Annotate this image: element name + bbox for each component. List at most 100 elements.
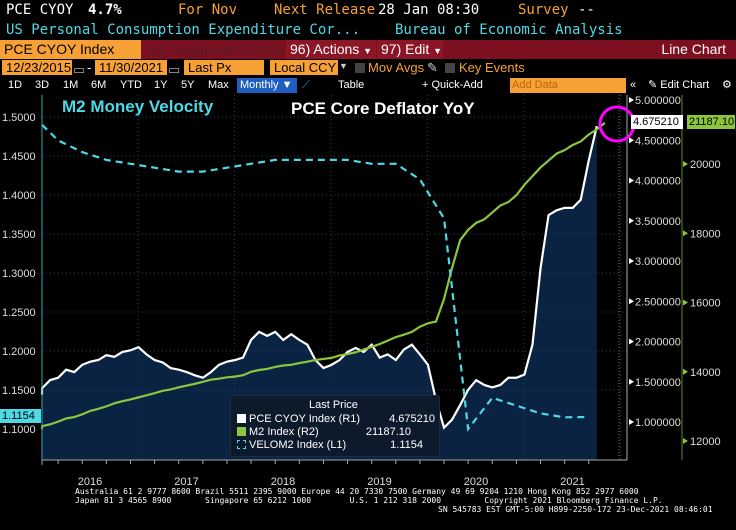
next-release-label: Next Release	[274, 2, 376, 18]
calendar-icon[interactable]: ▭	[73, 62, 86, 77]
r2-tick-label: 12000	[690, 436, 721, 448]
x-tick-label: 2021	[560, 476, 584, 488]
velocity-annotation: M2 Money Velocity	[62, 97, 214, 116]
x-tick-label: 2020	[464, 476, 488, 488]
period-6m[interactable]: 6M	[91, 79, 107, 91]
calendar-icon[interactable]: ▭	[168, 62, 181, 77]
tick-marker	[629, 298, 634, 305]
velocity-last-label: 1.1154	[0, 409, 41, 423]
l1-tick-label: 1.4500	[2, 151, 36, 163]
r1-tick-label: 4.000000	[635, 176, 681, 188]
tick-marker	[683, 161, 688, 167]
key-events-checkbox[interactable]	[445, 63, 455, 73]
tick-marker	[629, 419, 634, 425]
r1-tick-label: 4.500000	[635, 135, 681, 147]
caret-down-icon: ▼	[433, 46, 443, 56]
legend-label: VELOM2 Index (L1)	[249, 439, 347, 451]
end-date-field[interactable]: 11/30/2021	[95, 60, 167, 75]
frequency-select[interactable]: Monthly ▼	[237, 78, 297, 93]
legend-label: M2 Index (R2)	[249, 426, 319, 438]
tick-marker	[629, 378, 634, 385]
period-1m[interactable]: 1M	[63, 79, 79, 91]
table-button[interactable]: Table	[338, 79, 365, 91]
start-date-field[interactable]: 12/23/2015	[2, 60, 72, 75]
actions-button[interactable]: 96) Actions ▼	[286, 40, 376, 59]
r2-tick-label: 14000	[690, 367, 721, 379]
survey-value: --	[578, 2, 595, 18]
last-value: 4.7%	[88, 2, 122, 18]
period-5y[interactable]: 5Y	[181, 79, 195, 91]
collapse-icon[interactable]: «	[630, 79, 637, 91]
legend-value: 1.1154	[390, 439, 423, 451]
price-field-select[interactable]: Last Px	[184, 60, 264, 75]
velocity-line	[41, 124, 589, 432]
r1-tick-label: 2.500000	[635, 296, 681, 308]
line-chart-icon[interactable]: ⟋	[302, 79, 310, 91]
tick-marker	[629, 217, 634, 224]
period-max[interactable]: Max	[208, 79, 229, 91]
period-ytd[interactable]: YTD	[120, 79, 142, 91]
quick-add-button[interactable]: + Quick-Add	[422, 79, 483, 91]
next-release-value: 28 Jan 08:30	[378, 2, 480, 18]
r1-tick-label: 3.500000	[635, 216, 681, 228]
l1-tick-label: 1.2500	[2, 307, 36, 319]
mov-avgs-checkbox[interactable]	[355, 63, 365, 73]
tick-marker	[683, 438, 688, 444]
currency-select[interactable]: Local CCY	[270, 60, 338, 75]
footer-contacts-2: Japan 81 3 4565 8900 Singapore 65 6212 1…	[75, 496, 663, 505]
x-tick-label: 2017	[174, 476, 198, 488]
edit-chart-label: Edit Chart	[660, 79, 710, 91]
frequency-label: Monthly	[240, 79, 279, 91]
footer-timestamp: SN 545783 EST GMT-5:00 H899-2250-172 23-…	[438, 505, 713, 514]
edit-button[interactable]: 97) Edit ▼	[377, 40, 443, 59]
tick-marker	[629, 258, 634, 264]
r1-tick-label: 3.000000	[635, 256, 681, 268]
date-separator: -	[87, 60, 92, 75]
legend: Last Price PCE CYOY Index (R1) 4.675210 M…	[230, 395, 440, 457]
r2-tick-label: 20000	[690, 159, 721, 171]
security-field[interactable]: PCE CYOY Index	[0, 40, 141, 59]
footer-contacts: Australia 61 2 9777 8600 Brazil 5511 239…	[75, 487, 639, 496]
x-tick-label: 2018	[271, 476, 295, 488]
edit-chart-button[interactable]: ✎ Edit Chart	[648, 79, 710, 91]
period-1y[interactable]: 1Y	[154, 79, 168, 91]
legend-swatch	[237, 414, 246, 423]
l1-tick-label: 1.3500	[2, 229, 36, 241]
period-label: For Nov	[178, 2, 238, 18]
period-bar: 1D 3D 1M 6M YTD 1Y 5Y Max Monthly ▼ ⟋ Ta…	[0, 77, 736, 94]
key-events-label: Key Events	[459, 60, 525, 75]
legend-item-pce: PCE CYOY Index (R1) 4.675210	[237, 413, 435, 426]
caret-down-icon[interactable]: ▼	[339, 61, 348, 71]
r2-tick-label: 16000	[690, 298, 721, 310]
r1-tick-label: 5.000000	[635, 95, 681, 107]
l1-tick-label: 1.5000	[2, 112, 36, 124]
legend-item-m2: M2 Index (R2) 21187.10	[237, 426, 411, 439]
r2-tick-label: 18000	[690, 228, 721, 240]
l1-tick-label: 1.2000	[2, 346, 36, 358]
x-tick-label: 2016	[78, 476, 102, 488]
r1-tick-label: 2.000000	[635, 337, 681, 349]
legend-item-velocity: VELOM2 Index (L1) 1.1154	[237, 439, 423, 452]
legend-value: 4.675210	[389, 413, 435, 425]
chart-type-label[interactable]: Line Chart	[661, 41, 726, 57]
ticker: PCE CYOY	[6, 2, 74, 18]
l1-tick-label: 1.3000	[2, 268, 36, 280]
tick-marker	[683, 368, 688, 375]
add-data-input[interactable]: Add Data	[510, 78, 626, 93]
legend-swatch	[237, 440, 246, 449]
r1-tick-label: 1.000000	[635, 417, 681, 429]
mov-avgs-label: Mov Avgs	[368, 60, 425, 75]
pencil-icon[interactable]: ✎	[427, 60, 438, 75]
m2-line	[40, 122, 606, 430]
suggested-charts-button[interactable]: 94) Suggested Charts	[147, 41, 284, 57]
edit-label: 97) Edit	[381, 41, 430, 57]
x-tick-label: 2019	[367, 476, 391, 488]
security-description: US Personal Consumption Expenditure Cor.…	[6, 22, 361, 38]
tick-marker	[683, 299, 688, 306]
period-3d[interactable]: 3D	[35, 79, 50, 91]
source: Bureau of Economic Analysis	[395, 22, 623, 38]
period-1d[interactable]: 1D	[8, 79, 23, 91]
date-bar: 12/23/2015 ▭ - 11/30/2021 ▭ Last Px Loca…	[0, 60, 736, 77]
tick-marker	[683, 230, 688, 237]
gear-icon[interactable]: ⚙	[722, 79, 732, 91]
